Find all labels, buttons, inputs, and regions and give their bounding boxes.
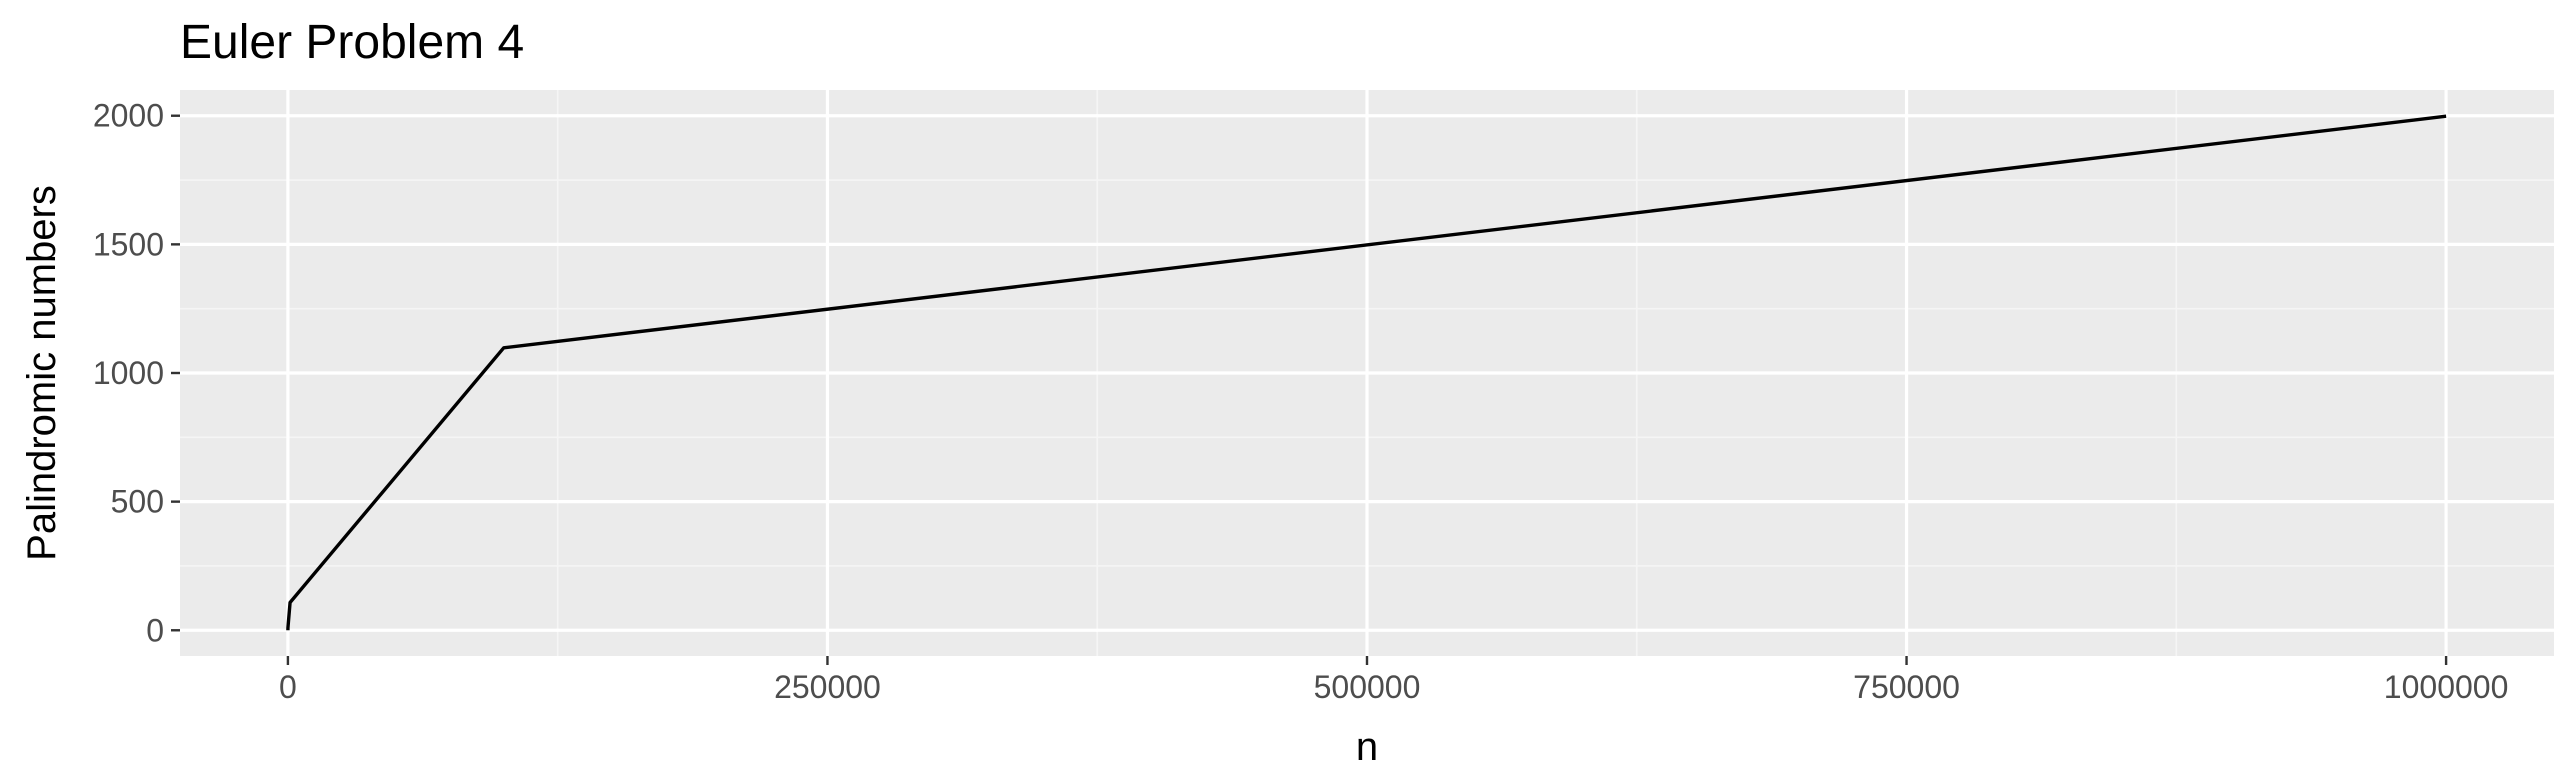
- x-axis-title: n: [1356, 725, 1378, 769]
- x-tick-label: 1000000: [2384, 669, 2509, 705]
- chart-title: Euler Problem 4: [180, 16, 524, 69]
- y-tick-label: 1000: [93, 355, 164, 391]
- x-axis: 0 250000 500000 750000 1000000: [279, 656, 2508, 705]
- series-line-1: [286, 114, 2447, 631]
- series-layer: [286, 114, 2447, 631]
- x-tick-label: 750000: [1853, 669, 1960, 705]
- y-tick-label: 0: [146, 612, 164, 648]
- y-tick-label: 1500: [93, 226, 164, 262]
- x-tick-label: 500000: [1314, 669, 1421, 705]
- x-tick-label: 0: [279, 669, 297, 705]
- y-tick-label: 500: [111, 484, 164, 520]
- x-tick-label: 250000: [774, 669, 881, 705]
- y-axis-title: Palindromic numbers: [20, 185, 64, 561]
- y-axis: 0 500 1000 1500 2000: [93, 98, 180, 648]
- major-gridlines: [180, 90, 2554, 656]
- y-tick-label: 2000: [93, 98, 164, 134]
